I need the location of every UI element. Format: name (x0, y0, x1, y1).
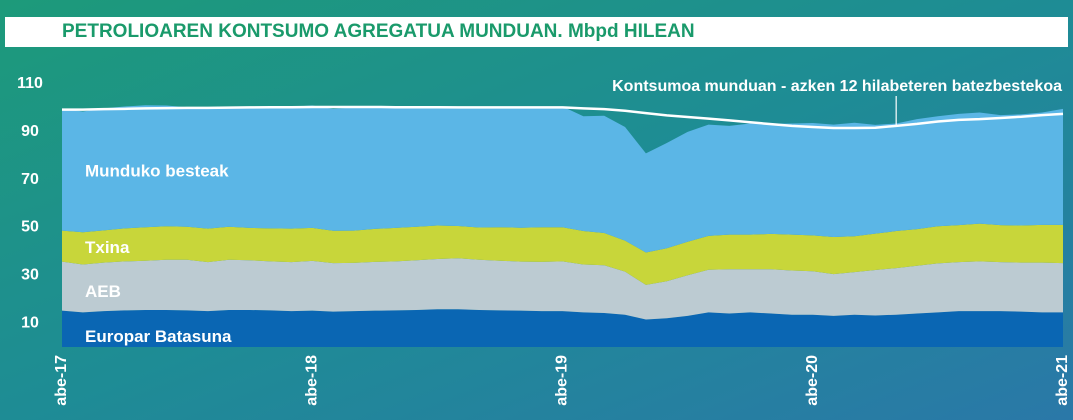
x-tick-label: abe-17 (53, 355, 70, 406)
average-line (62, 105, 1064, 130)
x-tick-label: abe-21 (1054, 355, 1071, 406)
y-tick-label: 70 (21, 171, 39, 188)
series-label: AEB (85, 282, 121, 301)
y-tick-label: 30 (21, 266, 39, 283)
series-label: Europar Batasuna (85, 327, 232, 346)
x-tick-label: abe-18 (303, 355, 320, 406)
y-tick-label: 50 (21, 219, 39, 236)
x-tick-label: abe-20 (804, 355, 821, 406)
series-label: Munduko besteak (85, 161, 229, 180)
y-tick-label: 110 (17, 75, 43, 92)
series-label: Txina (85, 238, 130, 257)
area (62, 309, 1063, 347)
line-label: Kontsumoa munduan - azken 12 hilabeteren… (612, 78, 1062, 95)
y-tick-label: 10 (21, 314, 39, 331)
chart-title: PETROLIOAREN KONTSUMO AGREGATUA MUNDUAN.… (62, 21, 695, 42)
y-tick-label: 90 (21, 123, 39, 140)
x-tick-label: abe-19 (554, 355, 571, 406)
title-banner (5, 17, 1068, 47)
area (62, 258, 1063, 320)
area (62, 223, 1063, 285)
area (62, 105, 1063, 253)
